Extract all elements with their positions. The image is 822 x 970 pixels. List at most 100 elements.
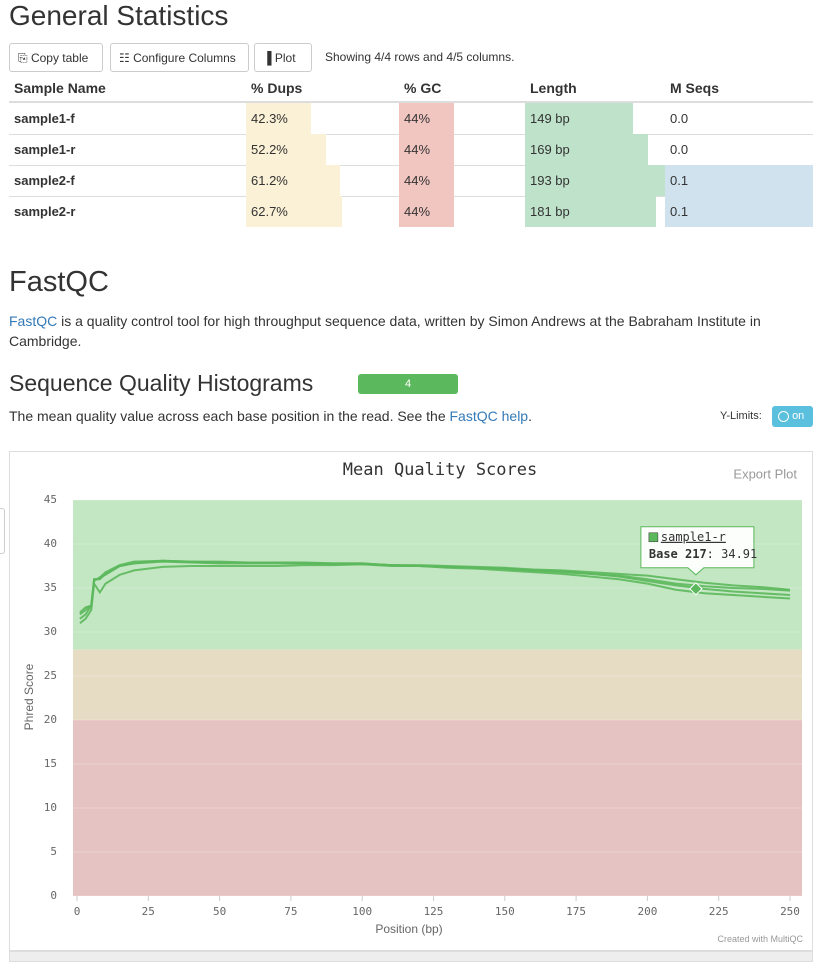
showing-info: Showing 4/4 rows and 4/5 columns. — [325, 50, 515, 64]
copy-button[interactable]: ⎘ Copy table — [9, 43, 103, 72]
side-tab[interactable] — [0, 508, 5, 554]
cell-bar — [665, 165, 813, 196]
ylimits-toggle[interactable]: on — [772, 406, 813, 427]
y-tick-label: 45 — [44, 493, 57, 506]
tooltip-x-label: Base 217 — [649, 547, 707, 561]
x-tick-label: 75 — [284, 905, 297, 918]
table-cell: sample1-f — [9, 103, 246, 134]
y-tick-label: 15 — [44, 757, 57, 770]
cell-bar — [399, 165, 455, 196]
table-cell: 0.1 — [665, 165, 813, 196]
cell-value: 0.0 — [670, 111, 689, 126]
link[interactable]: FastQC — [9, 313, 58, 329]
y-tick-label: 5 — [50, 845, 57, 858]
sample-name: sample2-r — [14, 204, 76, 219]
section-title: FastQC — [9, 266, 109, 298]
cell-bar — [399, 134, 455, 165]
y-tick-label: 0 — [50, 889, 57, 902]
table-cell: 44% — [399, 103, 525, 134]
y-tick-label: 30 — [44, 625, 57, 638]
cell-value: 44% — [404, 142, 431, 157]
button-label: Plot — [274, 51, 296, 65]
cell-value: 44% — [404, 204, 431, 219]
x-tick-label: 100 — [352, 905, 372, 918]
subsection-title: Sequence Quality Histograms — [9, 370, 314, 396]
x-tick-label: 0 — [74, 905, 81, 918]
cell-bar — [665, 196, 813, 227]
cell-bar — [525, 196, 657, 227]
text: The mean quality value across each base … — [9, 408, 446, 424]
x-tick-label: 225 — [709, 905, 729, 918]
x-axis-title: Position (bp) — [375, 922, 442, 936]
tooltip: sample1-r Base 217: 34.91 — [640, 526, 757, 576]
y-tick-label: 25 — [44, 669, 57, 682]
series-line — [79, 559, 791, 614]
tooltip-separator: : — [707, 547, 721, 561]
column-header: % GC — [404, 80, 442, 96]
tooltip-marker — [689, 582, 703, 596]
cell-bar — [246, 134, 326, 165]
ylimits-label: Y-Limits: — [720, 410, 762, 422]
status-badge[interactable]: 4 — [358, 374, 458, 394]
text: . — [528, 408, 532, 424]
credit: Created with MultiQC — [717, 934, 803, 944]
x-tick-label: 125 — [424, 905, 444, 918]
table-cell: 52.2% — [246, 134, 399, 165]
table-cell: 44% — [399, 134, 525, 165]
sample-name: sample1-f — [14, 111, 75, 126]
cell-value: 52.2% — [251, 142, 288, 157]
y-tick-label: 10 — [44, 801, 57, 814]
table-cell: 149 bp — [525, 103, 665, 134]
plot-frame — [9, 451, 813, 951]
cell-value: 62.7% — [251, 204, 288, 219]
tooltip-name: sample1-r — [661, 530, 726, 544]
column-header: % Dups — [251, 80, 303, 96]
table-cell: sample1-r — [9, 134, 246, 165]
columns-button[interactable]: ☷ Configure Columns — [110, 43, 249, 72]
link[interactable]: FastQC help — [449, 408, 529, 424]
cell-bar — [525, 165, 665, 196]
plot-band — [73, 720, 802, 896]
table-cell: sample2-r — [9, 196, 246, 227]
subsection-description: The mean quality value across each base … — [9, 408, 532, 424]
cell-bar — [246, 196, 342, 227]
table-cell: 0.0 — [665, 103, 813, 134]
table-cell: sample2-f — [9, 165, 246, 196]
chart: Mean Quality Scores Export Plot Created … — [22, 460, 803, 944]
toggle-label: on — [792, 410, 805, 422]
table-cell: 181 bp — [525, 196, 665, 227]
plot-band — [73, 500, 802, 650]
plot-button[interactable]: ▐ Plot — [254, 43, 312, 72]
stats-title: General Statistics — [9, 0, 229, 31]
table-cell: 61.2% — [246, 165, 399, 196]
y-tick-label: 35 — [44, 581, 57, 594]
cell-value: 0.1 — [670, 173, 689, 188]
plot-band — [73, 649, 802, 720]
table-cell: 193 bp — [525, 165, 665, 196]
table-cell: 42.3% — [246, 103, 399, 134]
table-cell: 169 bp — [525, 134, 665, 165]
cell-value: 44% — [404, 111, 431, 126]
column-header: Length — [530, 80, 577, 96]
legend-swatch — [648, 532, 659, 543]
export-button[interactable]: Export Plot — [733, 466, 797, 481]
sample-name: sample1-r — [14, 142, 76, 157]
x-tick-label: 150 — [495, 905, 515, 918]
y-tick-label: 20 — [44, 713, 57, 726]
cell-bar — [399, 103, 455, 134]
y-tick-label: 40 — [44, 537, 57, 550]
button-label: Copy table — [30, 51, 89, 65]
header-line — [9, 101, 813, 103]
resize-handle[interactable] — [9, 951, 813, 962]
x-tick-label: 25 — [142, 905, 155, 918]
cell-value: 169 bp — [530, 142, 570, 157]
column-header: Sample Name — [14, 80, 106, 96]
cell-bar — [525, 134, 648, 165]
table-cell: 44% — [399, 196, 525, 227]
tooltip-box — [640, 526, 755, 576]
x-tick-label: 50 — [213, 905, 226, 918]
cell-value: 0.0 — [670, 142, 689, 157]
cell-value: 44% — [404, 173, 431, 188]
tooltip-value: 34.91 — [721, 547, 757, 561]
